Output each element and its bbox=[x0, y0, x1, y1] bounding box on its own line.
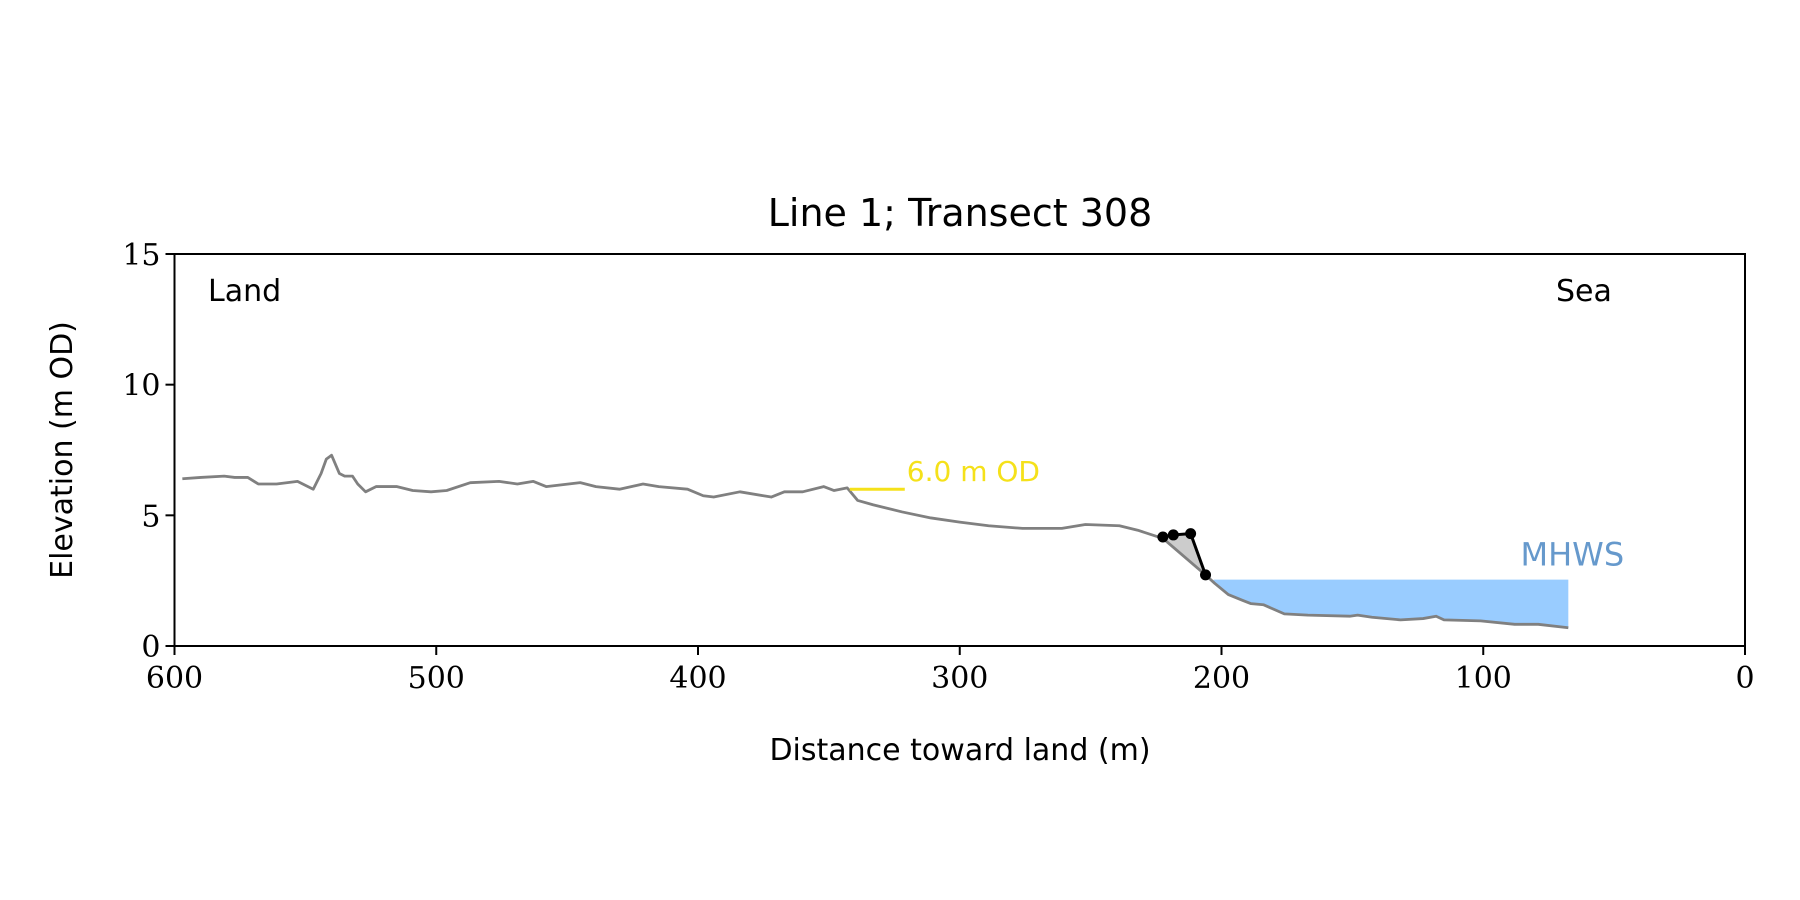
x-tick-label: 200 bbox=[1193, 661, 1250, 696]
sea-annotation: Sea bbox=[1556, 274, 1612, 309]
structure-point bbox=[1185, 528, 1197, 540]
structure-point bbox=[1167, 529, 1179, 541]
mhws-label: MHWS bbox=[1521, 536, 1625, 574]
x-axis-label: Distance toward land (m) bbox=[769, 733, 1150, 768]
y-tick-label: 10 bbox=[122, 369, 160, 404]
x-tick-label: 100 bbox=[1455, 661, 1512, 696]
od-line-label: 6.0 m OD bbox=[907, 455, 1040, 488]
x-tick-label: 600 bbox=[146, 661, 203, 696]
land-annotation: Land bbox=[208, 274, 281, 309]
x-tick-label: 0 bbox=[1735, 661, 1754, 696]
x-tick-label: 500 bbox=[408, 661, 465, 696]
structure-point bbox=[1157, 531, 1169, 543]
chart-title: Line 1; Transect 308 bbox=[768, 191, 1153, 235]
structure-point bbox=[1200, 569, 1212, 581]
mhws-fill bbox=[1213, 579, 1569, 628]
y-tick-label: 0 bbox=[141, 630, 160, 665]
y-axis-label: Elevation (m OD) bbox=[45, 321, 80, 579]
x-tick-label: 300 bbox=[931, 661, 988, 696]
x-tick-label: 400 bbox=[669, 661, 726, 696]
y-tick-label: 5 bbox=[141, 499, 160, 534]
y-tick-label: 15 bbox=[122, 238, 160, 273]
profile-line bbox=[182, 453, 1569, 630]
